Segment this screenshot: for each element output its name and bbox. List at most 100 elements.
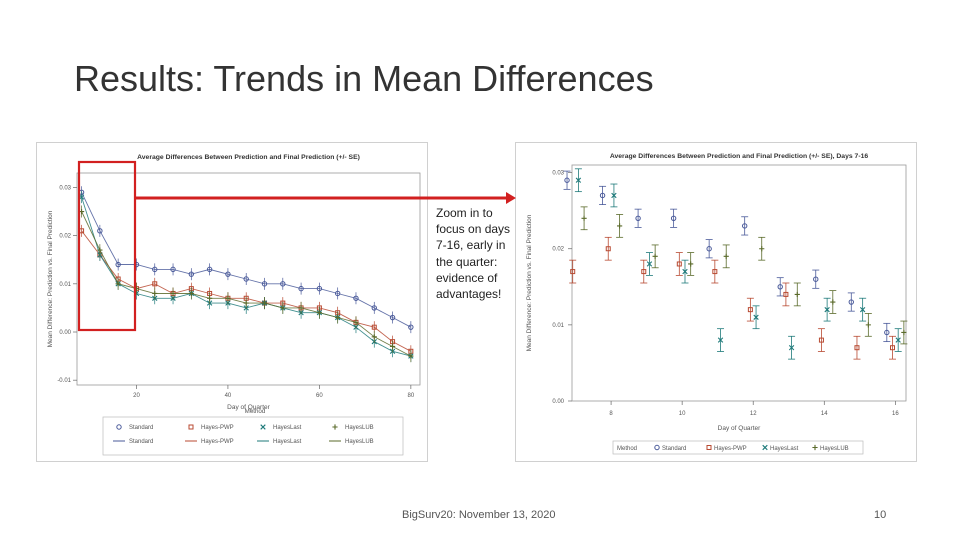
chart2-y-axis-label: Mean Difference: Prediction vs. Final Pr… bbox=[526, 214, 533, 351]
chart1-legend-label: Standard bbox=[129, 439, 153, 445]
chart2-plot-frame bbox=[571, 164, 907, 402]
chart2-point bbox=[682, 268, 688, 275]
chart1-x-tick-label: 20 bbox=[133, 393, 140, 399]
chart2-x-tick-label: 10 bbox=[679, 411, 686, 417]
chart2-series-hayeslub bbox=[580, 206, 908, 345]
chart1-y-axis-label: Mean Difference: Prediction vs. Final Pr… bbox=[47, 210, 54, 347]
chart1-legend-label: Hayes-PWP bbox=[201, 425, 234, 431]
chart2-point bbox=[581, 215, 587, 221]
chart1-point bbox=[408, 324, 414, 330]
chart2-point bbox=[617, 223, 623, 229]
chart2-series-hayeslast bbox=[574, 168, 902, 360]
page-number: 10 bbox=[874, 509, 887, 521]
chart1-legend-label: Hayes-PWP bbox=[201, 439, 234, 445]
chart2-y-tick-label: 0.01 bbox=[552, 323, 564, 329]
chart2-point bbox=[717, 337, 724, 343]
zoom-annotation: Zoom in to focus on days 7-16, early in … bbox=[436, 206, 511, 302]
chart2-series-standard bbox=[563, 170, 891, 343]
chart2-point bbox=[747, 307, 753, 313]
chart1-legend-marker bbox=[116, 424, 122, 430]
chart1-legend-label: Standard bbox=[129, 425, 153, 431]
slide-title: Results: Trends in Mean Differences bbox=[74, 58, 654, 99]
chart2-x-tick-label: 16 bbox=[892, 411, 899, 417]
zoomed-chart: Average Differences Between Prediction a… bbox=[515, 142, 917, 462]
chart1-legend-frame bbox=[102, 416, 404, 456]
chart2-legend-marker bbox=[762, 444, 768, 451]
chart1-point bbox=[389, 314, 396, 321]
chart2-point bbox=[753, 314, 759, 320]
chart2-legend-frame bbox=[612, 440, 864, 455]
chart2-x-axis-label: Day of Quarter bbox=[718, 425, 761, 432]
chart1-legend-label: HayesLast bbox=[273, 425, 302, 431]
chart2-point bbox=[564, 177, 570, 183]
chart1-title: Average Differences Between Prediction a… bbox=[137, 154, 360, 161]
chart1-point bbox=[225, 271, 231, 277]
chart2-point bbox=[830, 299, 836, 305]
chart2-point bbox=[813, 276, 819, 282]
chart1-x-axis-label: Day of Quarter bbox=[227, 404, 270, 411]
chart1-legend-label: HayesLUB bbox=[345, 425, 374, 431]
chart1-point bbox=[408, 353, 414, 359]
chart1-y-tick-label: 0.01 bbox=[59, 282, 71, 288]
chart2-point bbox=[865, 322, 871, 328]
chart1-point bbox=[298, 305, 304, 311]
chart1-y-tick-label: -0.01 bbox=[57, 378, 71, 384]
chart2-point bbox=[895, 337, 901, 343]
chart2-point bbox=[777, 284, 783, 290]
chart2-x-tick-label: 8 bbox=[609, 411, 613, 417]
footer-text: BigSurv20: November 13, 2020 bbox=[402, 509, 556, 521]
chart1-point bbox=[170, 266, 176, 273]
chart1-point bbox=[243, 300, 249, 306]
chart2-legend-label: Hayes-PWP bbox=[714, 446, 747, 452]
chart1-point bbox=[389, 343, 396, 350]
chart1-point bbox=[353, 295, 359, 301]
chart2-point bbox=[605, 246, 611, 252]
chart2-point bbox=[676, 261, 682, 267]
chart2-legend-label: HayesLast bbox=[770, 446, 799, 452]
chart2-point bbox=[854, 345, 860, 351]
chart2-point bbox=[794, 291, 800, 298]
chart1-point bbox=[316, 310, 322, 316]
chart1-legend-marker bbox=[332, 424, 338, 430]
chart1-point bbox=[298, 285, 304, 292]
chart2-point bbox=[741, 223, 748, 229]
chart1-point bbox=[188, 271, 195, 277]
chart2-point bbox=[706, 246, 712, 252]
chart1-point bbox=[334, 290, 341, 297]
chart1-y-tick-label: 0.03 bbox=[59, 185, 71, 191]
chart2-point bbox=[570, 269, 576, 275]
chart2-point bbox=[759, 246, 765, 252]
chart2-point bbox=[635, 215, 641, 221]
chart1-point bbox=[207, 295, 213, 301]
chart2-legend-marker bbox=[706, 445, 712, 450]
chart2-point bbox=[611, 192, 617, 199]
chart2-legend-marker bbox=[812, 444, 818, 451]
chart2-point bbox=[884, 329, 890, 336]
chart2-point bbox=[818, 337, 824, 343]
chart1-point bbox=[261, 281, 268, 287]
chart2-point bbox=[712, 269, 718, 275]
chart2-point bbox=[848, 299, 854, 305]
chart2-point bbox=[859, 306, 866, 313]
chart2-point bbox=[670, 215, 677, 221]
chart1-point bbox=[152, 290, 158, 297]
chart1-x-tick-label: 40 bbox=[225, 393, 232, 399]
chart2-point bbox=[723, 253, 729, 259]
chart2-x-tick-label: 12 bbox=[750, 411, 757, 417]
chart1-y-tick-label: 0.00 bbox=[59, 330, 71, 336]
full-quarter-chart: Average Differences Between Prediction a… bbox=[36, 142, 428, 462]
chart1-series-hayes-pwp bbox=[79, 224, 414, 358]
chart1-point bbox=[225, 295, 231, 301]
zoomed-chart-svg: Average Differences Between Prediction a… bbox=[526, 153, 908, 455]
chart2-point bbox=[599, 192, 606, 199]
chart1-point bbox=[188, 290, 194, 297]
chart2-point bbox=[901, 329, 907, 336]
chart1-point bbox=[280, 281, 286, 287]
chart2-legend-marker bbox=[654, 444, 660, 451]
chart2-legend-label: HayesLUB bbox=[820, 446, 849, 452]
chart2-y-tick-label: 0.02 bbox=[552, 247, 564, 253]
chart2-point bbox=[575, 177, 582, 183]
chart2-point bbox=[783, 291, 789, 297]
chart1-point bbox=[78, 208, 85, 215]
chart2-point bbox=[688, 261, 694, 267]
